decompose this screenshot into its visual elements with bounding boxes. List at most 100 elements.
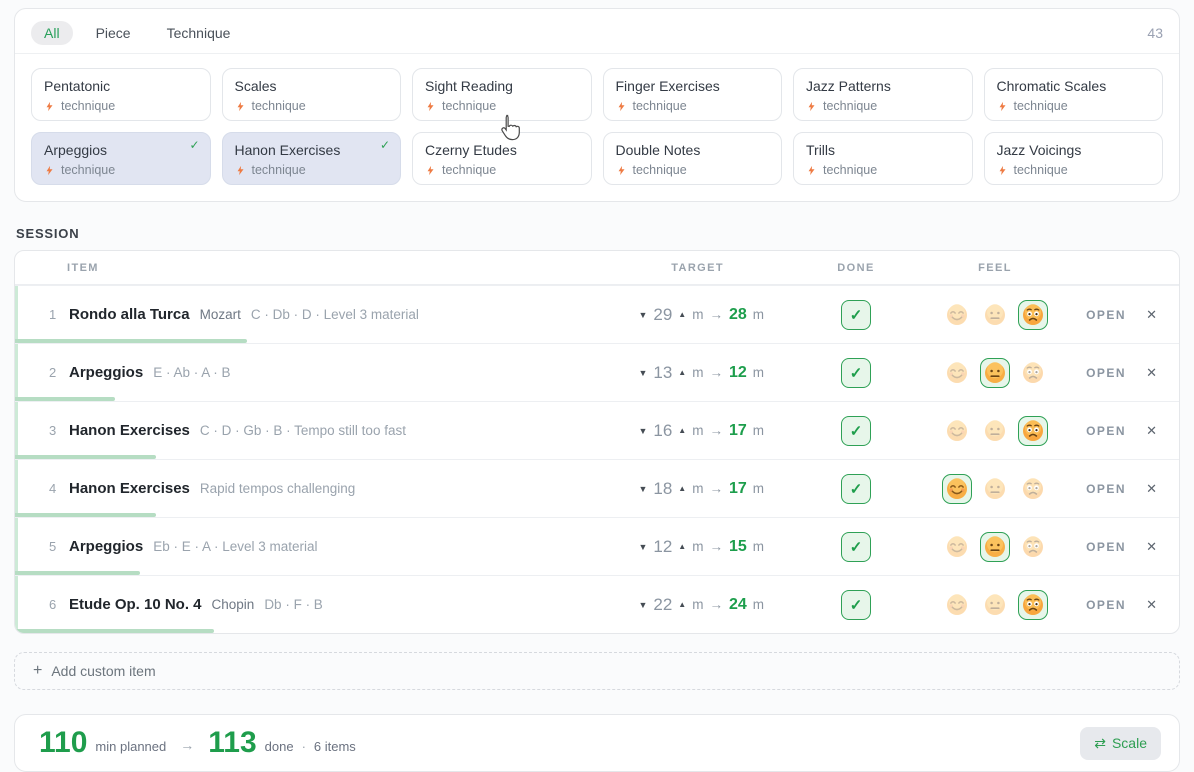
- chip-czerny-etudes[interactable]: Czerny Etudes technique ✓: [412, 132, 592, 185]
- lightning-bolt-icon: [235, 164, 246, 177]
- library-chip-grid: Pentatonic technique ✓ Scales technique …: [31, 68, 1163, 185]
- decrease-target-button[interactable]: ▼: [638, 367, 648, 378]
- done-checkbox[interactable]: ✓: [841, 589, 871, 620]
- chip-sight-reading[interactable]: Sight Reading technique ✓: [412, 68, 592, 121]
- chip-chromatic-scales[interactable]: Chromatic Scales technique ✓: [983, 68, 1163, 121]
- feel-worried-button[interactable]: [1018, 532, 1048, 562]
- chip-jazz-voicings[interactable]: Jazz Voicings technique ✓: [983, 132, 1163, 185]
- increase-target-button[interactable]: ▲: [678, 542, 687, 551]
- item-meta: E · Ab · A · B: [153, 365, 231, 380]
- remove-icon[interactable]: ✕: [1146, 364, 1157, 380]
- feel-happy-button[interactable]: [942, 473, 972, 504]
- feel-neutral-button[interactable]: [980, 300, 1010, 330]
- target-minutes: 18: [653, 478, 673, 498]
- open-button[interactable]: OPEN: [1086, 365, 1127, 380]
- session-heading: SESSION: [16, 226, 80, 241]
- feel-happy-button[interactable]: [942, 300, 972, 330]
- target-minutes: 13: [653, 362, 673, 382]
- remove-icon[interactable]: ✕: [1146, 538, 1157, 554]
- tab-all[interactable]: All: [31, 21, 73, 45]
- item-meta: C · D · Gb · B · Tempo still too fast: [199, 423, 406, 438]
- done-checkbox[interactable]: ✓: [841, 531, 871, 562]
- target-minutes: 29: [653, 304, 673, 324]
- done-checkbox[interactable]: ✓: [841, 299, 871, 330]
- feel-happy-button[interactable]: [942, 416, 972, 446]
- feel-happy-button[interactable]: [942, 590, 972, 620]
- library-count: 43: [1147, 25, 1163, 41]
- feel-neutral-button[interactable]: [980, 416, 1010, 446]
- increase-target-button[interactable]: ▲: [678, 600, 687, 609]
- decrease-target-button[interactable]: ▼: [638, 309, 648, 320]
- feel-neutral-button[interactable]: [980, 590, 1010, 620]
- chip-arpeggios[interactable]: Arpeggios technique ✓: [31, 132, 211, 185]
- remove-icon[interactable]: ✕: [1146, 480, 1157, 496]
- decrease-target-button[interactable]: ▼: [638, 541, 648, 552]
- chip-double-notes[interactable]: Double Notes technique ✓: [602, 132, 782, 185]
- feel-worried-button[interactable]: [1018, 589, 1048, 620]
- arrow-icon: →: [709, 307, 723, 322]
- chip-finger-exercises[interactable]: Finger Exercises technique ✓: [602, 68, 782, 121]
- increase-target-button[interactable]: ▲: [678, 368, 687, 377]
- decrease-target-button[interactable]: ▼: [638, 483, 648, 494]
- lightning-bolt-icon: [616, 164, 627, 177]
- open-button[interactable]: OPEN: [1086, 597, 1127, 612]
- divider: [15, 53, 1179, 54]
- chip-hanon-exercises[interactable]: Hanon Exercises technique ✓: [221, 132, 401, 185]
- row-accent: [15, 402, 18, 459]
- feel-neutral-button[interactable]: [980, 531, 1010, 562]
- feel-worried-button[interactable]: [1018, 358, 1048, 388]
- feel-worried-button[interactable]: [1018, 474, 1048, 504]
- increase-target-button[interactable]: ▲: [678, 484, 687, 493]
- feel-neutral-button[interactable]: [980, 474, 1010, 504]
- col-done: DONE: [837, 261, 875, 274]
- feel-neutral-button[interactable]: [980, 357, 1010, 388]
- remove-icon[interactable]: ✕: [1146, 422, 1157, 438]
- feel-worried-button[interactable]: [1018, 415, 1048, 446]
- decrease-target-button[interactable]: ▼: [638, 425, 648, 436]
- done-minutes: 15: [728, 537, 747, 555]
- row-accent: [15, 460, 18, 517]
- session-row: 4 Hanon Exercises Rapid tempos challengi…: [15, 459, 1179, 517]
- feel-happy-button[interactable]: [942, 358, 972, 388]
- happy-emoji-icon: [945, 361, 969, 385]
- row-accent: [15, 518, 18, 575]
- worried-emoji-icon: [1021, 361, 1045, 385]
- tab-technique[interactable]: Technique: [166, 25, 231, 41]
- done-checkbox[interactable]: ✓: [841, 415, 871, 446]
- neutral-emoji-icon: [983, 361, 1007, 385]
- open-button[interactable]: OPEN: [1086, 539, 1127, 554]
- session-row: 1 Rondo alla Turca Mozart C · Db · D · L…: [15, 285, 1179, 343]
- arrow-icon: →: [709, 481, 723, 496]
- chip-scales[interactable]: Scales technique ✓: [221, 68, 401, 121]
- chip-jazz-patterns[interactable]: Jazz Patterns technique ✓: [793, 68, 973, 121]
- remove-icon[interactable]: ✕: [1146, 306, 1157, 322]
- lightning-bolt-icon: [997, 164, 1008, 177]
- increase-target-button[interactable]: ▲: [678, 310, 687, 319]
- item-title: Rondo alla Turca: [69, 306, 190, 323]
- done-checkbox[interactable]: ✓: [841, 473, 871, 504]
- open-button[interactable]: OPEN: [1086, 307, 1127, 322]
- done-checkbox[interactable]: ✓: [841, 357, 871, 388]
- remove-icon[interactable]: ✕: [1146, 596, 1157, 612]
- col-item: ITEM: [67, 261, 99, 274]
- lightning-bolt-icon: [997, 100, 1008, 113]
- item-meta: Eb · E · A · Level 3 material: [153, 539, 318, 554]
- increase-target-button[interactable]: ▲: [678, 426, 687, 435]
- open-button[interactable]: OPEN: [1086, 423, 1127, 438]
- add-custom-item-button[interactable]: + Add custom item: [14, 652, 1180, 690]
- items-count: 6 items: [313, 738, 356, 754]
- summary-bar: 110 min planned → 113 done · 6 items ⇄ S…: [14, 714, 1180, 772]
- open-button[interactable]: OPEN: [1086, 481, 1127, 496]
- chip-pentatonic[interactable]: Pentatonic technique ✓: [31, 68, 211, 121]
- scale-button[interactable]: ⇄ Scale: [1080, 726, 1161, 760]
- tab-piece[interactable]: Piece: [95, 25, 131, 41]
- chip-trills[interactable]: Trills technique ✓: [793, 132, 973, 185]
- done-minutes: 17: [728, 421, 747, 439]
- done-minutes-total: 113: [208, 726, 257, 759]
- arrow-icon: →: [709, 423, 723, 438]
- progress-bar: [15, 513, 157, 517]
- feel-worried-button[interactable]: [1018, 299, 1048, 330]
- feel-happy-button[interactable]: [942, 532, 972, 562]
- decrease-target-button[interactable]: ▼: [638, 599, 648, 610]
- neutral-emoji-icon: [983, 593, 1007, 617]
